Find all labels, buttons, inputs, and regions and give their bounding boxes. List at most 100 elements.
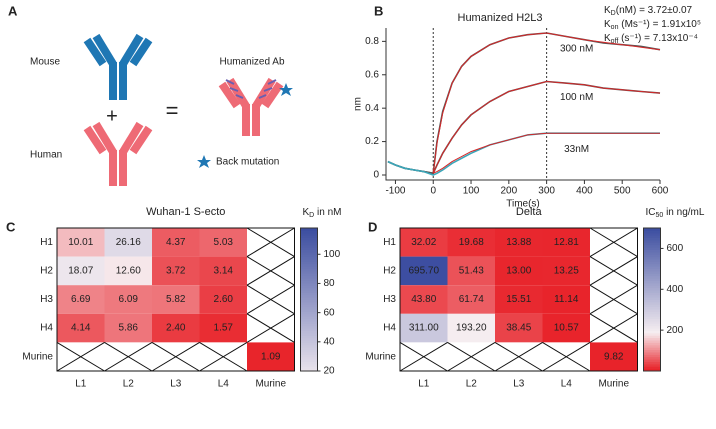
star-icon xyxy=(197,155,211,168)
colorbar-segment xyxy=(300,349,318,353)
annotation-rest: in nM xyxy=(314,207,341,218)
colorbar-segment xyxy=(300,368,318,372)
colorbar-segment xyxy=(300,320,318,324)
column-label: L4 xyxy=(561,379,573,390)
cell-label: 12.81 xyxy=(554,237,579,248)
column-label: Murine xyxy=(598,379,629,390)
cell-label: 13.25 xyxy=(554,266,579,277)
colorbar-segment xyxy=(643,351,661,355)
colorbar-segment xyxy=(643,251,661,255)
colorbar-segment xyxy=(300,330,318,334)
y-tick-label: 0.4 xyxy=(365,103,379,114)
heatmap-cell xyxy=(400,256,448,286)
colorbar-segment xyxy=(643,232,661,236)
colorbar-segment xyxy=(643,258,661,262)
colorbar-segment xyxy=(300,230,318,234)
cell-label: 61.74 xyxy=(459,294,484,305)
colorbar-segment xyxy=(643,235,661,239)
cell-label: 5.03 xyxy=(214,237,234,248)
colorbar-tick-label: 60 xyxy=(324,307,336,318)
colorbar-segment xyxy=(643,301,661,305)
heatmap-cell xyxy=(542,228,590,257)
heatmap-cell xyxy=(495,313,543,343)
cell-label: 695.70 xyxy=(408,266,439,277)
colorbar-segment xyxy=(300,254,318,258)
series-label: 100 nM xyxy=(560,92,593,103)
colorbar-segment xyxy=(643,275,661,279)
colorbar-segment xyxy=(643,304,661,308)
cell-label: 4.37 xyxy=(166,237,186,248)
heatmap-cell xyxy=(104,285,152,314)
colorbar-segment xyxy=(300,313,318,317)
series-label: 33nM xyxy=(564,144,589,155)
colorbar-segment xyxy=(643,361,661,365)
annotation-rest: (nM) = 3.72±0.07 xyxy=(616,5,693,16)
annotation: Koff (s⁻¹) = 7.13x10⁻⁴ xyxy=(604,33,698,46)
column-label: L4 xyxy=(218,379,230,390)
heatmap-cell xyxy=(400,228,448,257)
colorbar-segment xyxy=(643,344,661,348)
colorbar-segment xyxy=(300,266,318,270)
x-tick-label: 200 xyxy=(500,186,517,197)
colorbar-segment xyxy=(643,297,661,300)
heatmap-cell xyxy=(57,228,105,257)
colorbar-segment xyxy=(300,273,318,277)
cell-label: 10.57 xyxy=(554,323,579,334)
column-label: L3 xyxy=(170,379,182,390)
heatmap-cell xyxy=(447,285,495,314)
series-line xyxy=(387,80,661,175)
cell-label: 6.69 xyxy=(71,294,91,305)
colorbar-segment xyxy=(643,328,661,331)
cell-label: 193.20 xyxy=(456,323,487,334)
colorbar-segment xyxy=(643,320,661,324)
panel-label: A xyxy=(8,3,18,18)
cell-label: 26.16 xyxy=(116,237,141,248)
column-label: L3 xyxy=(513,379,525,390)
heatmap-cell xyxy=(590,342,638,371)
colorbar-segment xyxy=(643,282,661,286)
colorbar-tick-label: 20 xyxy=(324,366,336,377)
human-label: Human xyxy=(30,150,62,161)
row-label: H1 xyxy=(383,237,396,248)
y-tick-label: 0 xyxy=(373,170,379,181)
cross xyxy=(589,227,638,258)
cell-label: 15.51 xyxy=(506,294,531,305)
colorbar-segment xyxy=(643,299,661,303)
colorbar-segment xyxy=(643,289,661,293)
cell-label: 43.80 xyxy=(411,294,436,305)
cell-label: 38.45 xyxy=(506,323,531,334)
cell-label: 51.43 xyxy=(459,266,484,277)
panel-label: B xyxy=(374,3,383,18)
cell-label: 311.00 xyxy=(409,323,439,334)
cross xyxy=(246,313,295,343)
x-tick-label: 100 xyxy=(463,186,480,197)
annotation-rest: in ng/mL xyxy=(663,207,705,218)
annotation: KD in nM xyxy=(303,207,342,220)
cell-label: 5.82 xyxy=(166,294,186,305)
x-axis-label: Time(s) xyxy=(506,199,540,210)
heatmap-cell xyxy=(447,228,495,257)
cross xyxy=(447,341,496,372)
heatmap-cell xyxy=(199,256,247,286)
cell-label: 3.14 xyxy=(214,266,234,277)
annotation-sub: 50 xyxy=(656,212,664,219)
colorbar-segment xyxy=(643,254,661,258)
annotation-sub: off xyxy=(611,38,619,45)
series-line xyxy=(387,132,660,176)
colorbar-segment xyxy=(300,309,318,312)
cell-label: 9.82 xyxy=(604,351,624,362)
colorbar-segment xyxy=(643,347,661,351)
colorbar-segment xyxy=(300,263,318,267)
colorbar-segment xyxy=(300,359,318,362)
panel-label: D xyxy=(368,219,377,234)
mouse-antibody xyxy=(83,33,153,100)
cell-label: 1.09 xyxy=(261,351,281,362)
cell-label: 5.86 xyxy=(119,323,139,334)
cross xyxy=(199,341,248,372)
colorbar-segment xyxy=(300,292,318,296)
colorbar-segment xyxy=(300,249,318,253)
heatmap-cell xyxy=(57,285,105,314)
column-label: L1 xyxy=(75,379,87,390)
row-label: H2 xyxy=(383,266,396,277)
colorbar-segment xyxy=(643,261,661,265)
